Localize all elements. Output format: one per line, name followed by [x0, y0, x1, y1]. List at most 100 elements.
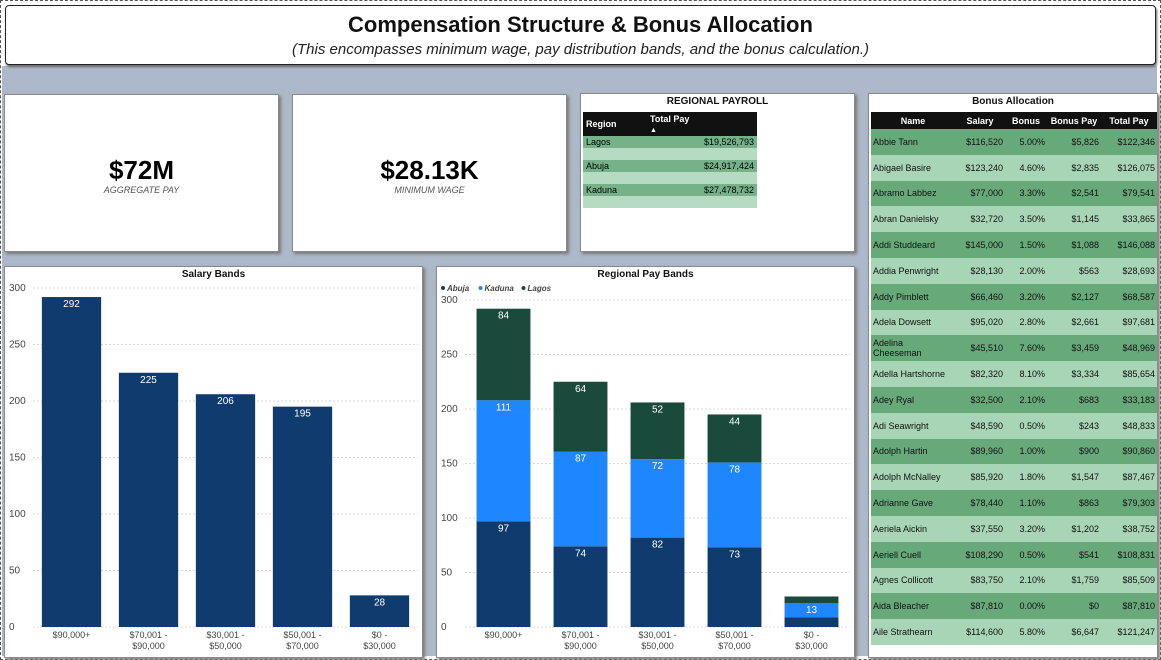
y-tick-label: 50	[9, 566, 21, 577]
dashboard-title: Compensation Structure & Bonus Allocatio…	[348, 12, 813, 37]
table-row[interactable]: Abbie Tann $116,520 5.00% $5,826 $122,346	[871, 129, 1157, 155]
table-cell-total: $108,831	[1101, 541, 1157, 568]
column-header-salary[interactable]: Salary	[955, 112, 1005, 129]
table-row[interactable]: Abran Danielsky $32,720 3.50% $1,145 $33,865	[871, 206, 1157, 233]
table-row[interactable]: Addi Studdeard $145,000 1.50% $1,088 $146,08…	[871, 232, 1157, 258]
table-row[interactable]: Aeriell Cuell $108,290 0.50% $541 $108,831	[871, 541, 1157, 568]
table-cell-total: $85,654	[1101, 361, 1157, 387]
table-row[interactable]: Adella Hartshorne $82,320 8.10% $3,334 $85,6…	[871, 361, 1157, 387]
kpi-label: AGGREGATE PAY	[103, 185, 180, 195]
table-cell-total: $146,088	[1101, 232, 1157, 258]
regional-pay-bands-title: Regional Pay Bands	[597, 269, 694, 280]
data-label: 73	[729, 549, 741, 560]
table-row[interactable]: Abigael Basire $123,240 4.60% $2,835 $126,07…	[871, 154, 1157, 181]
x-tick-label: $30,000	[363, 641, 396, 651]
table-row[interactable]: Kaduna $27,478,732	[583, 184, 757, 196]
table-cell-salary: $83,750	[955, 567, 1005, 594]
table-row[interactable]: Adolph Hartin $89,960 1.00% $900 $90,860	[871, 438, 1157, 465]
table-cell-name: Aida Bleacher	[871, 593, 955, 620]
table-cell-name: Aile Strathearn	[871, 619, 955, 645]
table-row[interactable]: Agnes Collicott $83,750 2.10% $1,759 $85,509	[871, 567, 1157, 594]
column-header-total-pay[interactable]: Total Pay	[1101, 112, 1157, 129]
table-row-spacer	[583, 148, 757, 160]
table-cell-total: $87,810	[1101, 593, 1157, 620]
table-row[interactable]: Abramo Labbez $77,000 3.30% $2,541 $79,541	[871, 180, 1157, 207]
y-tick-label: 100	[9, 509, 26, 520]
table-row[interactable]: Lagos $19,526,793	[583, 136, 757, 148]
table-row[interactable]: Adrianne Gave $78,440 1.10% $863 $79,303	[871, 490, 1157, 516]
x-tick-label: $30,001 -	[638, 630, 676, 640]
table-cell-bonus: 0.50%	[1005, 541, 1047, 568]
table-cell-bonus-pay: $2,835	[1047, 154, 1101, 181]
bar	[272, 406, 333, 627]
table-cell-name: Adrianne Gave	[871, 490, 955, 516]
table-cell-total: $48,969	[1101, 335, 1157, 362]
column-header-total-pay[interactable]: Total Pay ▲	[647, 112, 757, 136]
y-tick-label: 150	[9, 453, 26, 464]
table-row[interactable]: Adi Seawright $48,590 0.50% $243 $48,833	[871, 412, 1157, 439]
table-cell-salary: $95,020	[955, 309, 1005, 336]
column-header-bonus-pay[interactable]: Bonus Pay	[1047, 112, 1101, 129]
legend-marker	[441, 286, 445, 290]
table-row[interactable]: Aeriela Aickin $37,550 3.20% $1,202 $38,752	[871, 515, 1157, 542]
table-row[interactable]: Adey Ryal $32,500 2.10% $683 $33,183	[871, 386, 1157, 413]
regional-payroll-title: REGIONAL PAYROLL	[666, 96, 769, 107]
x-tick-label: $90,000	[564, 641, 597, 651]
table-cell-salary: $32,500	[955, 386, 1005, 413]
kpi-minimum-wage[interactable]: $28.13K MINIMUM WAGE	[292, 94, 567, 252]
data-label: 292	[63, 299, 80, 310]
table-cell-name: Adolph McNalley	[871, 464, 955, 491]
data-label: 78	[729, 464, 741, 475]
table-cell-bonus-pay: $3,459	[1047, 335, 1101, 362]
column-header-region[interactable]: Region	[583, 112, 647, 136]
table-cell-name: Adi Seawright	[871, 412, 955, 439]
data-label: 195	[294, 409, 311, 420]
table-row[interactable]: Abuja $24,917,424	[583, 160, 757, 172]
x-tick-label: $70,000	[718, 641, 751, 651]
table-cell-bonus: 0.50%	[1005, 412, 1047, 439]
bar-segment	[707, 547, 762, 627]
table-cell-bonus: 0.00%	[1005, 593, 1047, 620]
bar-segment	[553, 381, 608, 452]
table-row[interactable]: Addia Penwright $28,130 2.00% $563 $28,693	[871, 257, 1157, 284]
column-header-name[interactable]: Name	[871, 112, 955, 129]
table-row[interactable]: Addy Pimblett $66,460 3.20% $2,127 $68,587	[871, 283, 1157, 310]
table-cell-bonus: 1.80%	[1005, 464, 1047, 491]
table-cell-salary: $82,320	[955, 361, 1005, 387]
table-cell-bonus: 5.00%	[1005, 129, 1047, 155]
table-cell-bonus-pay: $2,127	[1047, 283, 1101, 310]
table-cell-name: Addy Pimblett	[871, 283, 955, 310]
legend-label: Abuja	[446, 284, 470, 293]
data-label: 28	[374, 597, 386, 608]
table-cell-salary: $77,000	[955, 180, 1005, 207]
sort-ascending-icon[interactable]: ▲	[650, 127, 657, 134]
table-cell-bonus-pay: $863	[1047, 490, 1101, 516]
table-cell-bonus: 1.50%	[1005, 232, 1047, 258]
table-cell-bonus-pay: $2,661	[1047, 309, 1101, 336]
x-tick-label: $0 -	[804, 630, 820, 640]
table-cell-bonus: 7.60%	[1005, 335, 1047, 362]
kpi-aggregate-pay[interactable]: $72M AGGREGATE PAY	[4, 94, 279, 252]
table-row[interactable]: Adela Dowsett $95,020 2.80% $2,661 $97,681	[871, 309, 1157, 336]
table-cell-bonus-pay: $1,202	[1047, 515, 1101, 542]
bar	[41, 297, 102, 627]
table-row[interactable]: Aile Strathearn $114,600 5.80% $6,647 $121,2…	[871, 619, 1157, 645]
table-cell-total: $87,467	[1101, 464, 1157, 491]
bar	[118, 372, 179, 627]
table-cell-bonus: 3.20%	[1005, 515, 1047, 542]
table-cell-bonus: 1.00%	[1005, 438, 1047, 465]
regional-pay-bands-card: Regional Pay Bands 0 50 100 150 200 250 300 $90…	[436, 266, 855, 658]
data-label: 111	[496, 402, 512, 413]
table-row[interactable]: Adelina Cheeseman $45,510 7.60% $3,459 $48,9…	[871, 335, 1157, 362]
table-cell-bonus-pay: $6,647	[1047, 619, 1101, 645]
table-row[interactable]: Adolph McNalley $85,920 1.80% $1,547 $87,467	[871, 464, 1157, 491]
bar-segment	[476, 308, 531, 401]
table-row[interactable]: Aida Bleacher $87,810 0.00% $0 $87,810	[871, 593, 1157, 620]
data-label: 64	[575, 384, 587, 395]
regional-payroll-table: Region Total Pay ▲ Lagos $19,526,793 Abuja…	[583, 112, 757, 208]
regional-payroll-card: REGIONAL PAYROLL Region Total Pay ▲ Lagos…	[580, 93, 855, 252]
table-cell-name: Aeriela Aickin	[871, 515, 955, 542]
data-label: 84	[498, 311, 510, 322]
column-header-bonus[interactable]: Bonus	[1005, 112, 1047, 129]
table-cell-name: Abran Danielsky	[871, 206, 955, 233]
